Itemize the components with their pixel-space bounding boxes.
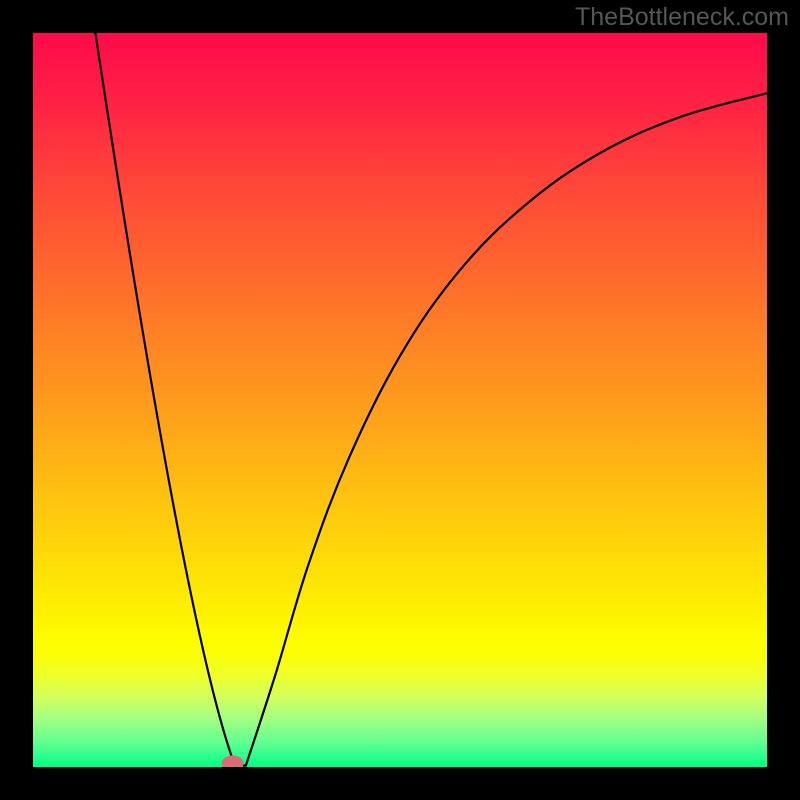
optimum-marker <box>222 755 244 771</box>
watermark-text: TheBottleneck.com <box>575 3 789 32</box>
gradient-background <box>33 33 767 767</box>
plot-svg <box>0 0 800 800</box>
